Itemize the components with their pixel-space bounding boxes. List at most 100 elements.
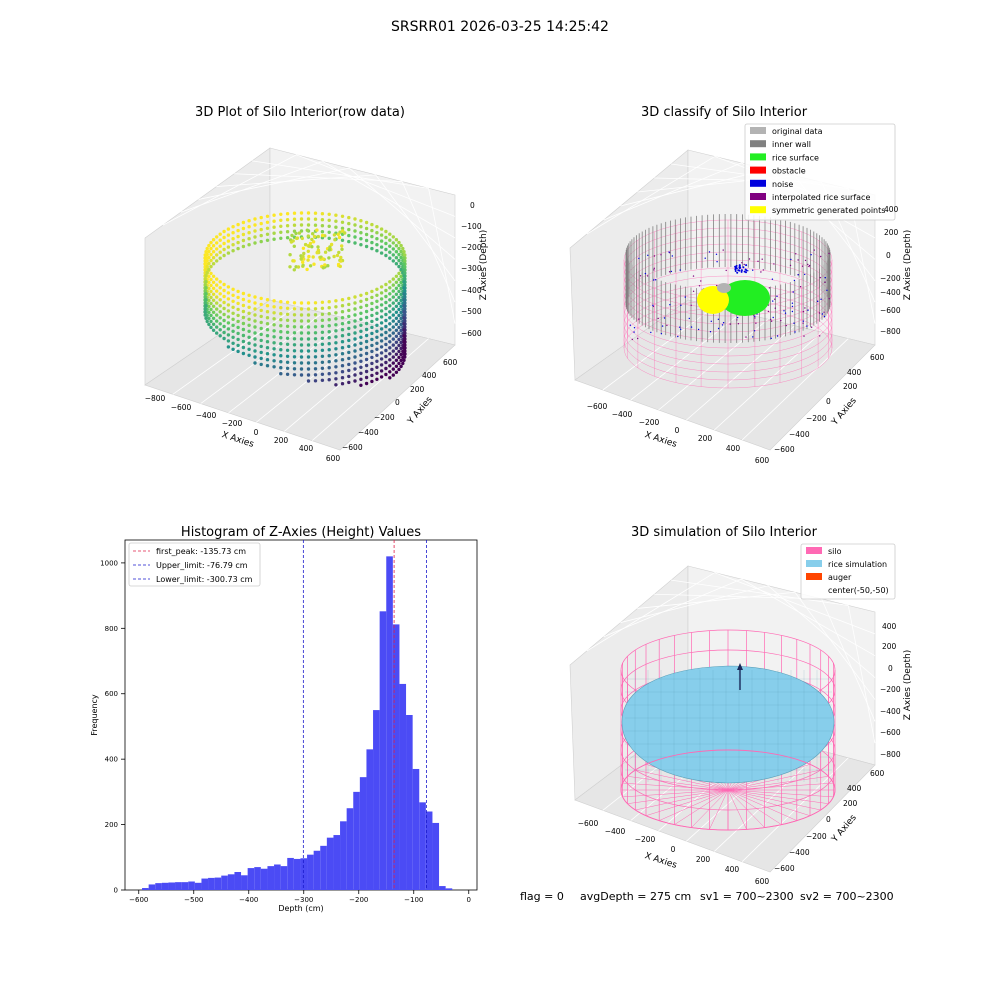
raw-xtick: 600	[326, 454, 341, 463]
raw-point	[340, 247, 344, 251]
raw-point	[402, 328, 406, 332]
raw-point	[391, 241, 395, 245]
raw-point	[370, 331, 374, 336]
raw-point	[205, 246, 209, 251]
cls-noise-point	[740, 269, 743, 272]
raw-point	[364, 315, 369, 320]
raw-point	[285, 354, 290, 358]
cls-noise-point	[772, 300, 774, 302]
raw-point	[295, 236, 299, 241]
raw-point	[205, 252, 209, 257]
sim-silo-spoke	[635, 769, 729, 791]
raw-point	[399, 249, 403, 254]
raw-point	[231, 231, 235, 235]
raw-point	[316, 245, 320, 249]
cls-noise-point	[680, 304, 682, 306]
sim-silo-spoke	[645, 789, 729, 816]
raw-point	[359, 305, 363, 309]
raw-point	[359, 365, 363, 369]
cls-noise-point	[793, 322, 795, 324]
raw-point	[279, 224, 283, 228]
raw-point	[327, 230, 331, 234]
raw-point	[203, 310, 207, 314]
raw-point	[313, 301, 318, 305]
pane-gridline	[586, 572, 715, 652]
cls-noise-point	[737, 269, 740, 272]
raw-point	[397, 271, 401, 276]
raw-point	[347, 368, 351, 373]
cls-noise-point	[679, 326, 681, 328]
raw-point	[306, 343, 311, 347]
pane-gridline	[198, 167, 350, 200]
raw-point	[370, 234, 374, 239]
raw-point	[215, 289, 219, 293]
hist-ylabel: Frequency	[90, 694, 99, 736]
raw-point	[359, 353, 363, 357]
raw-point	[272, 237, 276, 241]
pane-gridline	[172, 306, 297, 395]
raw-point	[313, 343, 318, 347]
raw-point	[313, 361, 318, 365]
raw-point	[379, 351, 384, 355]
cls-noise-point	[653, 255, 656, 257]
raw-point	[340, 244, 344, 248]
cls-original-data	[717, 283, 731, 293]
raw-point	[313, 373, 318, 377]
raw-point	[394, 286, 399, 290]
raw-point-cloud	[203, 211, 407, 387]
cls-noise-point	[821, 313, 824, 315]
raw-point	[364, 381, 369, 386]
cls-noise-point	[670, 270, 673, 273]
raw-point	[218, 322, 222, 326]
cls-noise-point	[657, 317, 659, 320]
hist-xtick-label: −500	[184, 896, 203, 904]
cls-ytick: −200	[806, 414, 827, 423]
raw-point	[218, 292, 222, 296]
raw-point	[364, 357, 369, 362]
raw-point	[403, 289, 407, 293]
cls-noise-point	[828, 252, 830, 255]
cls-noise-point	[803, 335, 805, 337]
raw-point	[370, 379, 374, 384]
raw-point	[359, 317, 363, 321]
raw-point	[207, 298, 211, 303]
hist-ytick-label: 1000	[100, 559, 118, 567]
cls-noise-point	[774, 298, 776, 300]
cls-legend-label: symmetric generated points	[772, 206, 885, 215]
raw-point	[211, 322, 216, 326]
raw-point	[247, 311, 251, 315]
raw-point	[347, 308, 351, 313]
sim-ytick: 400	[847, 784, 862, 793]
raw-point	[384, 330, 388, 335]
raw-point	[207, 310, 211, 315]
cls-noise-point	[654, 279, 657, 281]
raw-point	[327, 300, 331, 304]
cls-legend: original data inner wall rice surface obsta…	[744, 123, 896, 221]
cls-legend-frame	[744, 123, 896, 221]
sim-silo-spoke	[635, 789, 729, 811]
raw-point	[241, 333, 246, 338]
raw-point	[397, 325, 401, 330]
hist-xtick-label: 0	[467, 896, 471, 904]
raw-point	[247, 347, 251, 351]
raw-point	[340, 304, 345, 308]
raw-ytick: 600	[443, 358, 458, 367]
raw-point	[375, 249, 379, 253]
raw-point	[388, 292, 392, 296]
sim-legend-frame	[800, 543, 896, 600]
raw-point	[384, 288, 388, 293]
cls-noise-point	[688, 317, 690, 320]
raw-point	[292, 337, 297, 341]
raw-point	[347, 350, 351, 355]
raw-point	[399, 292, 403, 297]
raw-point	[388, 298, 392, 302]
raw-point	[320, 324, 325, 328]
hist-bar	[392, 624, 400, 890]
raw-point	[370, 240, 374, 245]
raw-point	[384, 300, 388, 305]
raw-point	[231, 225, 235, 229]
raw-point	[375, 311, 379, 315]
hist-bar	[208, 877, 215, 890]
cls-noise-point	[679, 269, 681, 271]
raw-point	[285, 342, 290, 346]
